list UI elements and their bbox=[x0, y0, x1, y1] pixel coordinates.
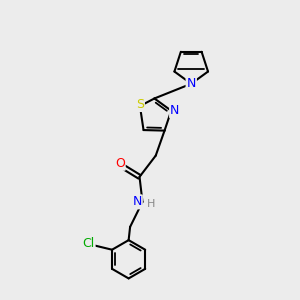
Text: H: H bbox=[147, 199, 155, 209]
Text: O: O bbox=[115, 157, 125, 170]
Text: Cl: Cl bbox=[82, 237, 94, 250]
Text: S: S bbox=[136, 98, 144, 111]
Text: N: N bbox=[133, 195, 142, 208]
Text: N: N bbox=[187, 77, 196, 90]
Text: N: N bbox=[170, 104, 179, 117]
